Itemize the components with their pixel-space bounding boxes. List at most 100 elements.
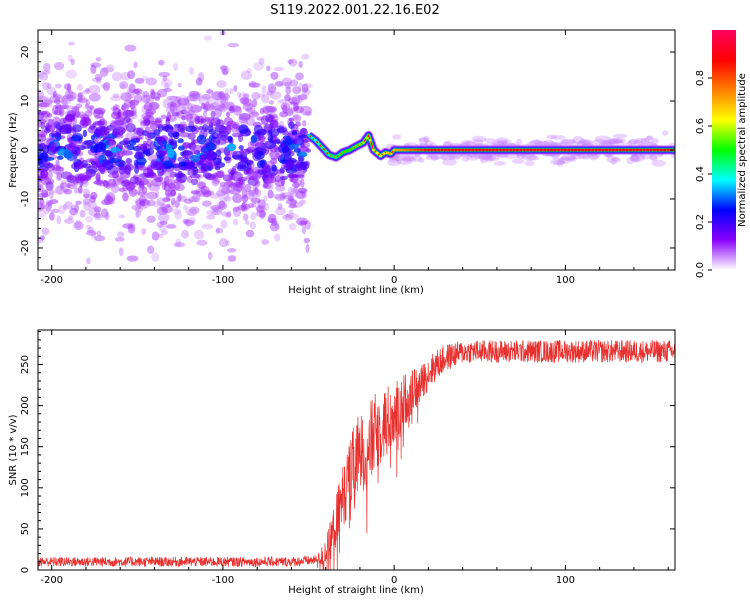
noise-blob: [38, 95, 51, 105]
noise-blob: [48, 146, 60, 153]
noise-blob: [80, 114, 90, 120]
noise-blob: [148, 101, 160, 110]
noise-blob: [82, 188, 90, 199]
noise-blob: [301, 53, 310, 60]
noise-blob: [227, 255, 237, 262]
noise-blob: [69, 207, 78, 216]
halo-blob: [630, 154, 641, 163]
halo-blob: [511, 158, 525, 164]
signal-point: [447, 148, 451, 152]
noise-blob: [252, 172, 261, 181]
noise-blob: [112, 128, 124, 138]
signal-point: [539, 148, 544, 152]
signal-point: [457, 148, 461, 152]
signal-point: [622, 148, 626, 152]
noise-blob: [148, 102, 159, 111]
noise-blob: [122, 109, 134, 118]
noise-blob: [47, 201, 52, 208]
noise-blob: [118, 214, 125, 219]
noise-blob: [107, 178, 117, 187]
noise-blob: [219, 103, 226, 109]
signal-point: [509, 148, 513, 152]
noise-blob: [257, 93, 266, 98]
noise-blob: [122, 192, 129, 202]
noise-blob: [202, 170, 211, 178]
signal-point: [642, 148, 646, 152]
noise-blob: [106, 182, 118, 188]
noise-blob: [144, 111, 154, 117]
noise-blob: [275, 184, 286, 192]
noise-blob: [91, 231, 97, 239]
noise-blob: [94, 235, 106, 242]
noise-blob: [254, 180, 261, 187]
noise-blob: [209, 193, 220, 199]
noise-blob: [151, 231, 160, 241]
noise-blob: [238, 112, 251, 121]
noise-blob: [95, 57, 102, 62]
noise-blob: [269, 222, 280, 232]
noise-blob: [81, 116, 86, 127]
noise-blob: [244, 183, 252, 193]
noise-blob: [104, 139, 117, 146]
noise-blob: [126, 144, 135, 151]
noise-blob: [61, 98, 68, 108]
noise-blob: [197, 93, 204, 102]
halo-blob: [602, 139, 616, 145]
noise-blob: [175, 96, 182, 102]
noise-blob: [164, 124, 174, 133]
x-tick-label: -200: [40, 575, 63, 586]
halo-blob: [558, 156, 572, 164]
noise-blob: [198, 187, 207, 198]
noise-blob: [218, 125, 228, 135]
signal-point: [519, 148, 523, 152]
noise-blob: [89, 195, 96, 204]
noise-blob: [62, 203, 68, 211]
signal-point: [604, 148, 609, 152]
signal-point: [522, 148, 526, 152]
signal-point: [498, 148, 502, 152]
noise-blob: [127, 70, 136, 80]
y-tick-label: -20: [20, 240, 31, 256]
noise-blob: [282, 104, 288, 114]
noise-blob: [133, 94, 143, 103]
snr-panel: -200 -100 0 100 0 50 100 150 200 250 Height of st…: [8, 329, 676, 596]
y-tick-label: 200: [20, 396, 31, 415]
noise-blob: [269, 91, 282, 100]
signal-point: [546, 148, 550, 152]
noise-blob: [179, 131, 191, 138]
noise-blob: [85, 88, 90, 93]
noise-blob: [41, 227, 50, 236]
noise-blob: [297, 94, 308, 101]
noise-blob: [90, 191, 98, 200]
noise-blob: [67, 54, 73, 63]
noise-blob: [261, 85, 267, 94]
noise-blob: [145, 133, 152, 141]
noise-blob: [149, 92, 162, 100]
noise-blob: [141, 104, 153, 115]
noise-blob: [68, 41, 75, 46]
noise-blob: [293, 114, 300, 121]
noise-blob: [56, 104, 68, 110]
noise-blob: [238, 178, 245, 185]
noise-blob: [56, 171, 62, 181]
noise-blob: [83, 117, 92, 126]
noise-blob: [232, 184, 245, 192]
noise-blob: [185, 125, 197, 133]
noise-blob: [301, 87, 311, 96]
noise-blob: [76, 159, 83, 170]
noise-blob: [167, 138, 178, 146]
signal-point: [652, 148, 657, 152]
halo-blob: [610, 158, 617, 165]
noise-blob: [162, 197, 171, 203]
signal-point: [601, 148, 605, 152]
noise-blob: [38, 101, 49, 109]
noise-blob: [110, 120, 118, 129]
noise-blob: [181, 165, 190, 171]
noise-blob: [155, 190, 160, 199]
noise-blob: [233, 218, 239, 226]
noise-blob: [136, 157, 147, 166]
noise-blob: [163, 180, 169, 187]
signal-point: [440, 148, 444, 152]
noise-blob: [75, 103, 83, 109]
noise-blob: [201, 152, 207, 163]
